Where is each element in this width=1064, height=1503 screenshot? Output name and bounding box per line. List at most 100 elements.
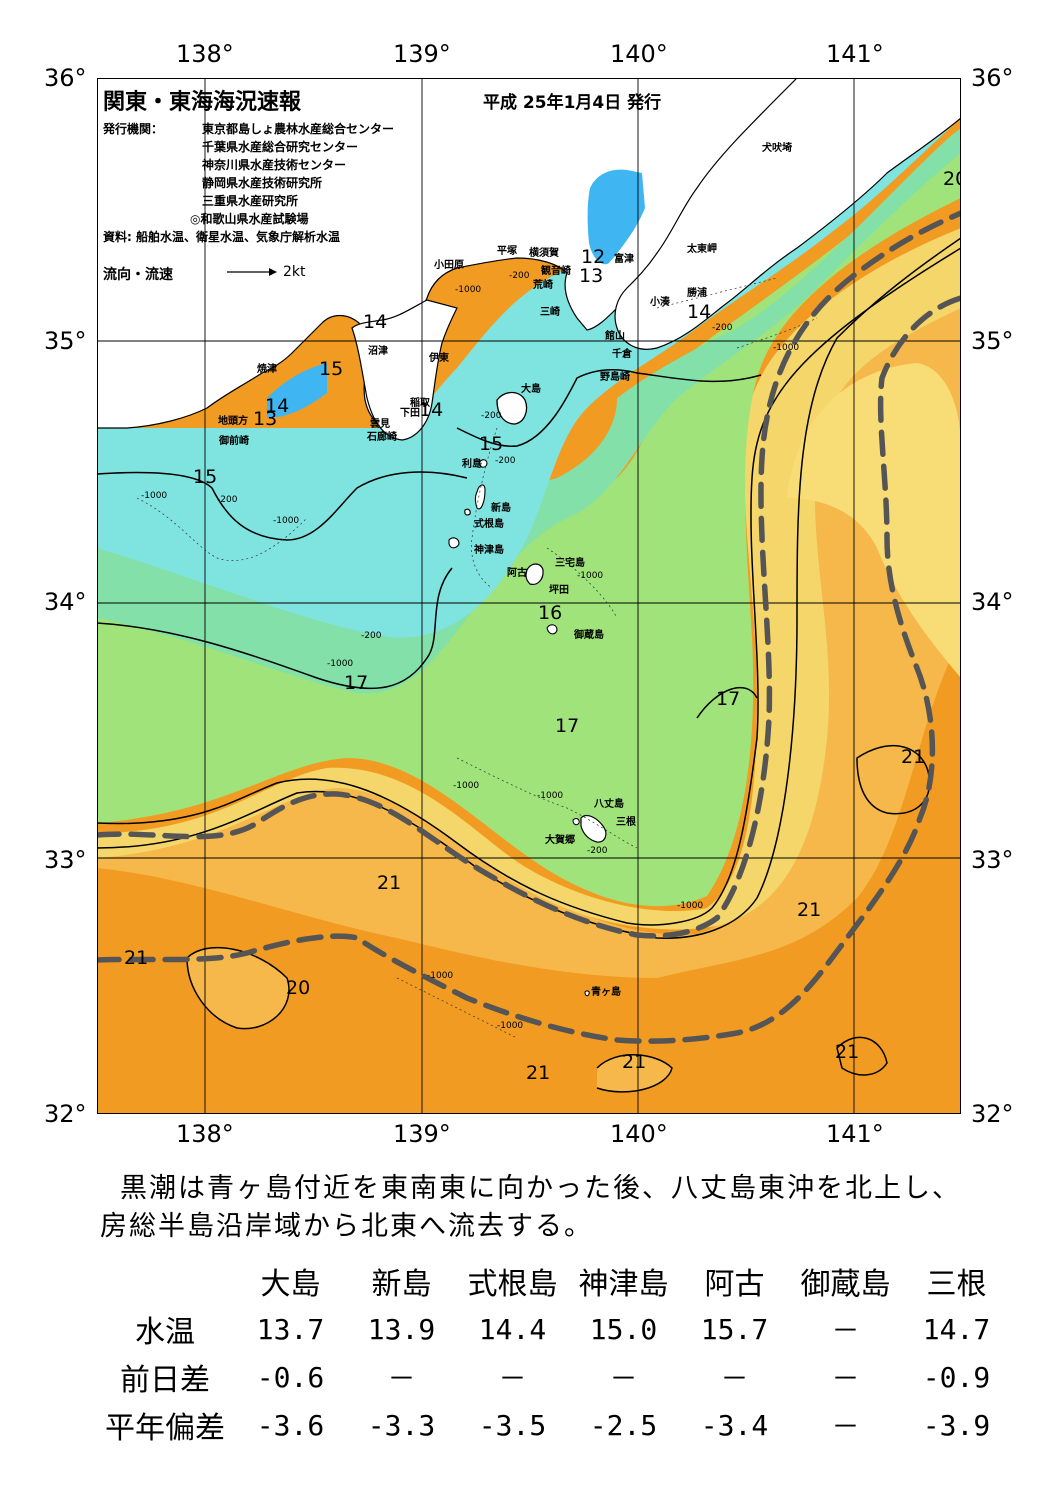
lon-label-138-bottom: 138° xyxy=(176,1120,234,1148)
table-cell: -3.6 xyxy=(256,1408,325,1442)
depth-1000-miyake xyxy=(546,547,618,619)
place-aogashima: 青ヶ島 xyxy=(591,985,621,998)
depth-label: -200 xyxy=(217,495,238,505)
isotherm-17-east xyxy=(696,687,758,719)
column-header: 新島 xyxy=(371,1267,432,1302)
isotherm-label: 16 xyxy=(538,602,562,624)
isotherm-label: 21 xyxy=(835,1041,859,1063)
table-cell: 14.4 xyxy=(478,1312,547,1346)
isotherm-label: 12 xyxy=(581,246,605,268)
column-header: 三根 xyxy=(926,1267,987,1302)
table-cell: 13.7 xyxy=(256,1312,325,1346)
table-header-row: 大島 新島 式根島 神津島 阿古 御蔵島 三根 xyxy=(95,1257,1012,1305)
table-cell: － xyxy=(831,1362,860,1395)
column-header: 御蔵島 xyxy=(800,1267,891,1302)
island-toshima xyxy=(478,459,488,468)
place-kannonzaki: 観音崎 xyxy=(541,264,571,277)
table-cell: － xyxy=(831,1410,860,1443)
flow-label: 流向・流速 xyxy=(103,267,173,283)
depth-label: -1000 xyxy=(773,343,799,353)
flow-scale-arrowhead xyxy=(269,268,277,276)
isotherm-17 xyxy=(97,567,453,690)
place-toshima: 利島 xyxy=(462,457,482,470)
isotherm-label: 14 xyxy=(265,395,289,417)
isotherm-label: 15 xyxy=(193,466,217,488)
place-tateyama: 館山 xyxy=(604,329,625,342)
sea-temperature-map: 犬吠埼 太東岬 勝浦 小湊 富津 観音崎 横須賀 平塚 小田原 荒崎 三崎 館山… xyxy=(97,78,961,1114)
map-frame xyxy=(97,78,961,1114)
place-mitsune: 三根 xyxy=(616,815,636,828)
isotherm-21-south xyxy=(596,1054,673,1093)
observation-table: 大島 新島 式根島 神津島 阿古 御蔵島 三根 水温 13.7 13.9 14.… xyxy=(95,1257,1012,1449)
zone-yellow-east xyxy=(787,363,961,678)
table-cell: － xyxy=(720,1362,749,1395)
place-ako: 阿古 xyxy=(507,566,527,579)
map-title: 関東・東海海況速報 xyxy=(103,90,302,115)
lat-label-35-left: 35° xyxy=(44,327,87,355)
isotherm-15-east xyxy=(456,368,762,447)
place-kumomi: 雲見 xyxy=(370,418,390,430)
issuer-item: 三重県水産研究所 xyxy=(202,194,299,208)
isotherm-kuroshio-edge-1 xyxy=(97,247,961,926)
depth-label: -1000 xyxy=(427,971,453,981)
flow-scale-value: 2kt xyxy=(283,264,306,280)
table-cell: － xyxy=(609,1362,638,1395)
issuer-item: 東京都島しょ農林水産総合センター xyxy=(202,122,395,136)
depth-1000-east xyxy=(736,317,818,349)
column-header: 神津島 xyxy=(578,1267,669,1302)
isotherm-kuroshio-edge-2 xyxy=(97,237,961,939)
zone-coldest-west xyxy=(267,363,327,418)
isotherm-lines xyxy=(97,237,961,1093)
island-shikinejima xyxy=(464,508,471,516)
place-shimoda: 下田 xyxy=(400,407,420,419)
lon-label-138-top: 138° xyxy=(176,40,234,68)
land-boso xyxy=(614,78,961,350)
place-odawara: 小田原 xyxy=(433,258,464,271)
lon-label-139-bottom: 139° xyxy=(393,1120,451,1148)
island-hachijo-small xyxy=(572,818,580,826)
lat-label-33-left: 33° xyxy=(44,846,87,874)
land-tokyo-bay-water xyxy=(587,169,645,265)
isotherm-label: 17 xyxy=(344,672,368,694)
isotherm-15-west xyxy=(97,471,468,541)
isotherm-label: 20 xyxy=(286,977,310,999)
lat-label-36-right: 36° xyxy=(971,64,1014,92)
isotherm-20-loop xyxy=(186,946,290,1030)
issue-date: 平成 25年1月4日 発行 xyxy=(483,93,662,113)
place-omaezaki: 御前崎 xyxy=(218,434,249,447)
table-cell: -3.4 xyxy=(700,1408,769,1442)
column-header: 阿古 xyxy=(704,1267,765,1302)
lat-label-32-left: 32° xyxy=(44,1100,87,1128)
isotherm-label: 17 xyxy=(555,715,579,737)
place-inubosaki: 犬吠埼 xyxy=(762,141,792,154)
data-source: 資料: 船舶水温、衛星水温、気象庁解析水温 xyxy=(103,230,340,244)
depth-label: -1000 xyxy=(455,285,481,295)
island-niijima xyxy=(474,484,486,510)
depth-label: -1000 xyxy=(273,516,299,526)
row-label: 水温 xyxy=(135,1315,195,1350)
kuroshio-axis-south xyxy=(97,295,961,1044)
lat-label-33-right: 33° xyxy=(971,846,1014,874)
row-label: 前日差 xyxy=(120,1363,210,1398)
lat-label-36-left: 36° xyxy=(44,64,87,92)
summary-line-1: 黒潮は青ヶ島付近を東南東に向かった後、八丈島東沖を北上し、 xyxy=(120,1173,961,1204)
table-cell: － xyxy=(498,1362,527,1395)
depth-label: -200 xyxy=(587,846,608,856)
table-cell: 15.7 xyxy=(700,1312,769,1346)
depth-label: -1000 xyxy=(327,659,353,669)
isotherm-label: 14 xyxy=(687,301,711,323)
issuer-item: 千葉県水産総合研究センター xyxy=(202,140,359,154)
place-numazu: 沼津 xyxy=(368,344,388,357)
table-cell: -3.3 xyxy=(367,1408,436,1442)
island-hachijojima xyxy=(580,814,607,843)
place-mikurajima: 御蔵島 xyxy=(573,628,604,641)
place-hiratsuka: 平塚 xyxy=(497,244,517,257)
depth-label: -1000 xyxy=(577,571,603,581)
depth-1000-hachijo xyxy=(456,757,638,849)
isotherm-label: 21 xyxy=(124,947,148,969)
island-aogashima xyxy=(584,990,590,997)
isotherm-label: 14 xyxy=(419,399,443,421)
place-okago: 大賀郷 xyxy=(545,833,575,846)
isotherm-label: 21 xyxy=(526,1062,550,1084)
table-row: 水温 13.7 13.9 14.4 15.0 15.7 － 14.7 xyxy=(95,1305,1012,1353)
